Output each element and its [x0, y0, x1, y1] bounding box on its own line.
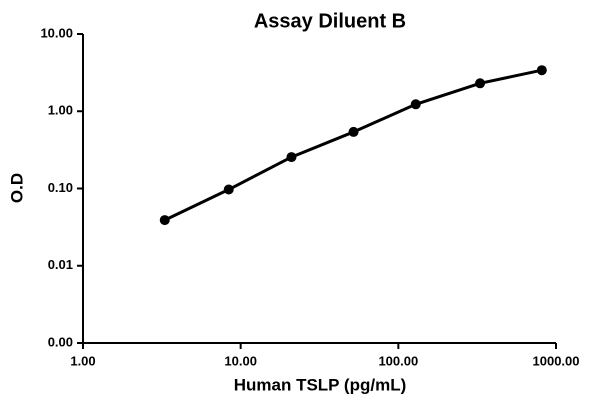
data-point: [410, 99, 421, 110]
data-point: [348, 126, 359, 137]
x-tick-label: 100.00: [378, 353, 418, 368]
y-tick-label: 0.10: [48, 180, 73, 195]
data-point: [223, 184, 234, 195]
data-point: [475, 78, 486, 89]
y-tick-label: 0.00: [48, 334, 73, 349]
x-tick-label: 10.00: [224, 353, 257, 368]
data-point: [536, 65, 547, 76]
x-tick-label: 1000.00: [533, 353, 580, 368]
chart-title: Assay Diluent B: [254, 10, 406, 32]
series-line: [164, 68, 543, 222]
y-axis-label: O.D: [7, 173, 26, 203]
y-tick-label: 0.01: [48, 257, 73, 272]
x-axis-label: Human TSLP (pg/mL): [234, 375, 407, 394]
x-tick-label: 1.00: [70, 353, 95, 368]
data-point: [159, 215, 170, 226]
y-tick-label: 10.00: [40, 25, 73, 40]
y-tick-label: 1.00: [48, 103, 73, 118]
data-point: [286, 152, 297, 163]
